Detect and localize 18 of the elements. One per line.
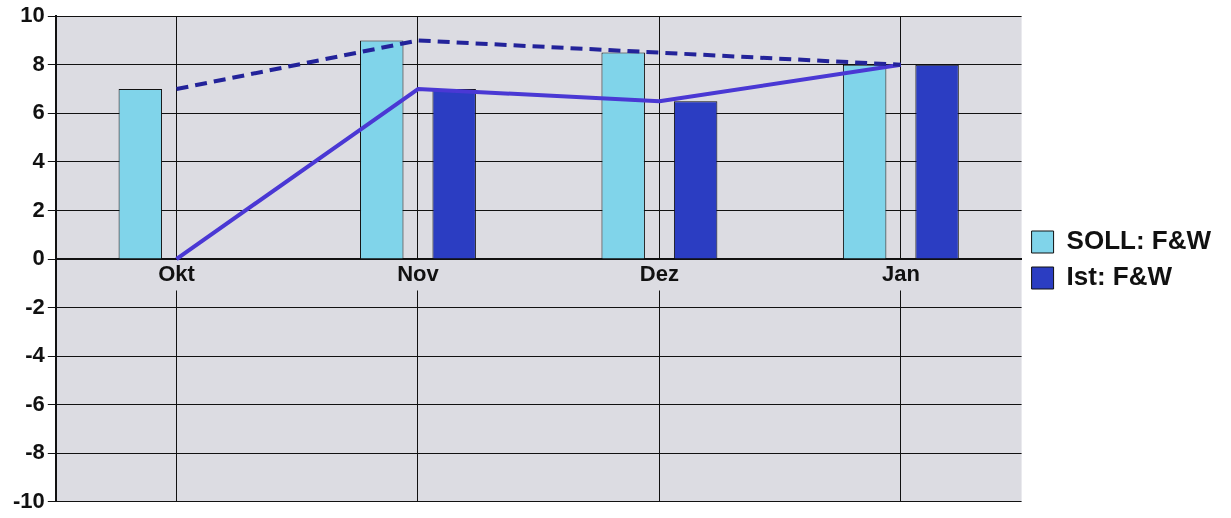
- x-tick-label: Jan: [881, 261, 920, 287]
- y-tick-label: -6: [25, 390, 45, 416]
- x-tick-label: Okt: [158, 261, 196, 287]
- y-tick-label: 10: [20, 2, 45, 28]
- y-tick-label: -2: [25, 293, 45, 319]
- line-series: [174, 38, 903, 92]
- y-tick-label: 6: [32, 99, 45, 125]
- legend-label: Ist: F&W: [1066, 261, 1173, 292]
- y-tick-label: -8: [25, 439, 45, 465]
- legend-label: SOLL: F&W: [1066, 225, 1212, 256]
- y-tick-label: 8: [32, 50, 45, 76]
- x-tick-label: Dez: [639, 261, 679, 287]
- y-tick-label: 2: [32, 196, 45, 222]
- y-tick-label: 4: [32, 147, 46, 173]
- x-tick-label: Nov: [397, 261, 440, 287]
- y-tick-label: -10: [13, 487, 45, 513]
- y-tick-label: -4: [25, 342, 46, 368]
- y-tick-label: 0: [32, 245, 45, 271]
